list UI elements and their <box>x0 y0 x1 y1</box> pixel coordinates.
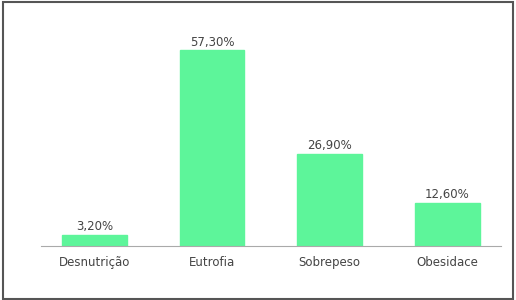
Text: 57,30%: 57,30% <box>190 36 234 49</box>
Text: 3,20%: 3,20% <box>76 220 113 233</box>
Text: 12,60%: 12,60% <box>425 188 470 201</box>
Bar <box>180 50 245 246</box>
Text: 26,90%: 26,90% <box>308 140 352 152</box>
Bar <box>297 154 362 246</box>
Bar <box>62 235 127 246</box>
Bar <box>415 203 480 246</box>
